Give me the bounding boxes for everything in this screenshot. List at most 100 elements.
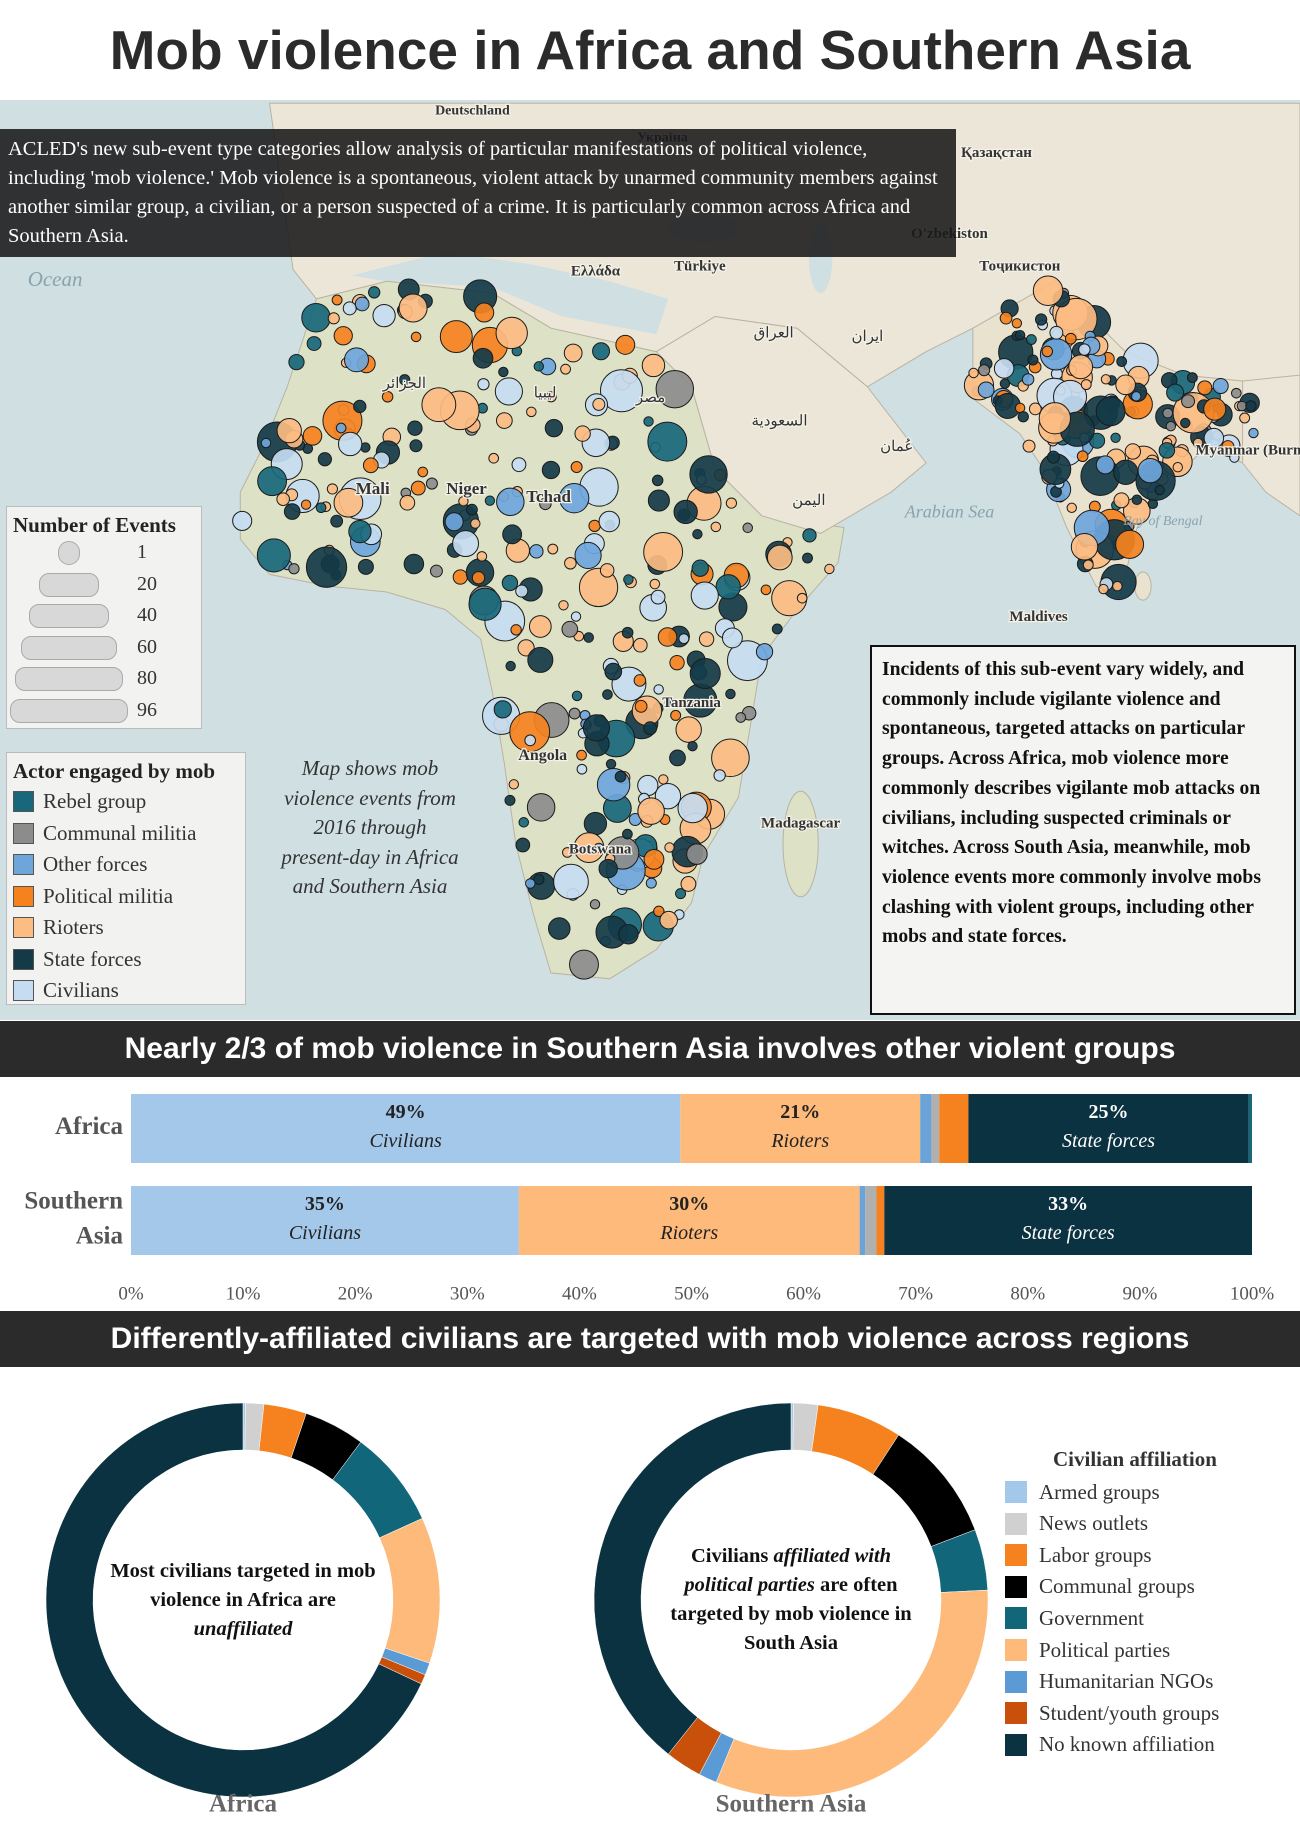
event-dot: [362, 457, 379, 474]
event-dot: [458, 496, 469, 507]
event-dot: [592, 397, 606, 411]
event-dot: [1022, 439, 1036, 453]
event-dot: [353, 399, 367, 414]
event-dot: [1172, 462, 1183, 473]
value-label: 21%: [780, 1101, 820, 1123]
event-dot: [599, 563, 615, 578]
event-dot: [643, 416, 654, 427]
event-dot: [495, 316, 528, 350]
legend-swatch: [13, 980, 34, 1002]
size-swatch: [58, 541, 80, 565]
event-dot: [421, 387, 457, 423]
event-dot: [1070, 533, 1099, 561]
event-dot: [558, 600, 569, 611]
event-dot: [501, 574, 519, 592]
bar-segment: [680, 1094, 921, 1163]
center-text-part: affiliated with political parties: [684, 1545, 892, 1596]
event-dot: [643, 721, 658, 736]
event-dot: [659, 910, 678, 930]
size-label: 1: [137, 541, 147, 563]
event-dot: [583, 811, 608, 836]
x-tick-label: 0%: [118, 1283, 144, 1304]
event-dot: [410, 331, 422, 343]
bar-segment: [931, 1094, 940, 1163]
size-swatch: [10, 698, 128, 723]
event-dot: [1046, 450, 1060, 464]
event-dot: [399, 494, 416, 511]
series-label: Civilians: [370, 1130, 442, 1152]
event-dot: [561, 620, 579, 638]
event-dot: [1011, 318, 1023, 329]
event-dot: [330, 514, 344, 528]
event-dot: [618, 924, 639, 945]
event-dot: [333, 326, 353, 346]
center-text-part: Most civilians targeted in mob violence …: [110, 1559, 376, 1611]
event-dot: [331, 294, 343, 306]
event-dot: [1154, 484, 1165, 496]
x-tick-label: 40%: [562, 1283, 597, 1304]
legend-title: Civilian affiliation: [1053, 1447, 1217, 1471]
x-tick-label: 70%: [898, 1283, 933, 1304]
event-dot: [664, 842, 675, 853]
legend-swatch: [1005, 1733, 1027, 1756]
map-label: Myanmar (Burma): [1195, 443, 1300, 459]
event-dot: [1203, 397, 1227, 421]
legend-swatch: [13, 917, 34, 939]
event-dot: [669, 749, 686, 767]
event-dot: [604, 662, 623, 681]
event-dot: [315, 502, 327, 514]
x-tick-label: 90%: [1122, 1283, 1157, 1304]
event-dot: [317, 452, 332, 467]
event-dot: [1221, 440, 1235, 454]
event-dot: [302, 426, 323, 446]
event-dot: [576, 763, 588, 775]
legend-swatch: [1005, 1481, 1027, 1503]
event-dot: [1112, 581, 1123, 592]
event-dot: [643, 532, 684, 572]
event-dot: [1245, 400, 1257, 412]
event-dot: [1034, 313, 1048, 326]
bar-segment: [518, 1186, 860, 1255]
event-dot: [474, 302, 495, 323]
size-label: 60: [137, 635, 157, 658]
event-dot: [1137, 458, 1163, 484]
land: [782, 790, 819, 898]
event-dot: [588, 519, 601, 533]
map-label: ليبيا: [534, 385, 557, 401]
event-dot: [622, 828, 633, 840]
event-dot: [632, 637, 648, 653]
legend-item: Other forces: [7, 849, 245, 881]
event-dot: [1131, 391, 1142, 402]
size-label: 80: [137, 667, 157, 689]
donut-slice: [379, 1518, 441, 1664]
legend-swatch: [1005, 1607, 1027, 1630]
legend-label: Humanitarian NGOs: [1039, 1669, 1214, 1694]
donut-center-text: Most civilians targeted in mob violence …: [108, 1530, 378, 1670]
event-dot: [621, 626, 634, 639]
map-note: Map shows mob violence events from 2016 …: [281, 756, 459, 898]
event-dot: [1076, 450, 1089, 463]
size-label: 20: [137, 572, 157, 595]
event-dot: [977, 381, 995, 399]
event-dot: [725, 688, 736, 700]
event-dot: [283, 503, 301, 520]
map-label: Türkiye: [674, 259, 726, 275]
side-note: Incidents of this sub-event vary widely,…: [870, 645, 1296, 1015]
event-dot: [570, 611, 582, 622]
event-dot: [511, 457, 527, 473]
event-dot: [528, 615, 552, 638]
event-dot: [1165, 420, 1177, 432]
actor-legend: Actor engaged by mob Rebel group Communal…: [6, 752, 246, 1005]
map-label: Tanzania: [662, 695, 721, 711]
event-dot: [1162, 407, 1174, 419]
event-dot: [1124, 443, 1142, 460]
event-dot: [477, 378, 490, 391]
event-dot: [468, 587, 502, 621]
category-label: Africa: [55, 1113, 124, 1140]
map-label: العراق: [754, 326, 794, 342]
legend-label: Labor groups: [1039, 1542, 1152, 1567]
event-dot: [687, 741, 698, 752]
event-dot: [1038, 402, 1071, 435]
event-dot: [545, 391, 557, 403]
